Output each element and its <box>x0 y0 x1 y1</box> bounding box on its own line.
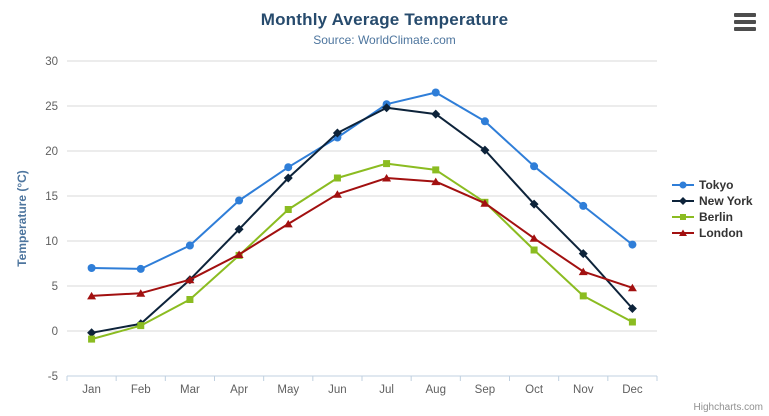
data-point[interactable] <box>284 163 293 172</box>
legend-label: Tokyo <box>699 178 734 192</box>
series-london <box>87 174 637 300</box>
data-point[interactable] <box>579 292 587 300</box>
x-axis-label: Aug <box>426 384 446 396</box>
data-point[interactable] <box>529 199 539 209</box>
data-point[interactable] <box>185 275 195 284</box>
data-point[interactable] <box>628 318 636 326</box>
data-point[interactable] <box>432 166 440 174</box>
hamburger-icon <box>734 13 756 17</box>
data-point[interactable] <box>480 199 490 207</box>
data-point[interactable] <box>579 201 588 210</box>
highcharts-credits-link[interactable]: Highcharts.com <box>693 402 763 413</box>
y-axis-label: 20 <box>45 146 58 158</box>
y-axis-label: 0 <box>52 326 58 338</box>
data-point[interactable] <box>431 88 440 97</box>
data-point[interactable] <box>431 177 441 186</box>
diamond-marker-icon <box>672 197 694 205</box>
y-axis-label: 15 <box>45 191 58 203</box>
series-line <box>90 91 634 270</box>
export-menu-button[interactable] <box>732 12 758 32</box>
data-point[interactable] <box>383 160 391 168</box>
data-point[interactable] <box>431 109 441 119</box>
legend-marker[interactable] <box>679 181 687 189</box>
x-axis-label: Sep <box>475 384 495 396</box>
x-axis-label: Jan <box>82 384 101 396</box>
legend-marker[interactable] <box>679 197 687 205</box>
data-point[interactable] <box>136 289 146 297</box>
x-axis-label: Dec <box>622 384 643 396</box>
y-axis-label: 5 <box>52 281 58 293</box>
data-point[interactable] <box>333 174 341 182</box>
y-axis-label: 10 <box>45 236 58 248</box>
x-axis-label: Mar <box>180 384 200 396</box>
data-point[interactable] <box>578 267 588 276</box>
data-point[interactable] <box>627 304 637 313</box>
series-new-york <box>87 103 637 338</box>
data-point[interactable] <box>530 246 538 254</box>
data-point[interactable] <box>283 173 293 183</box>
x-axis-label: Jul <box>379 384 394 396</box>
circle-marker-icon <box>672 181 694 189</box>
x-axis-label: Nov <box>573 384 594 396</box>
data-point[interactable] <box>382 174 392 182</box>
data-point[interactable] <box>186 296 194 303</box>
legend-label: New York <box>699 194 753 208</box>
data-point[interactable] <box>87 264 96 272</box>
legend-label: London <box>699 226 743 240</box>
square-marker-icon <box>672 214 694 220</box>
data-point[interactable] <box>185 241 194 250</box>
data-point[interactable] <box>234 224 244 234</box>
hamburger-icon <box>734 20 756 24</box>
series-line <box>90 177 634 297</box>
data-point[interactable] <box>87 328 97 338</box>
data-point[interactable] <box>332 128 342 138</box>
triangle-marker-icon <box>672 229 694 237</box>
legend-label: Berlin <box>699 210 734 224</box>
data-point[interactable] <box>530 162 539 171</box>
data-point[interactable] <box>137 322 145 330</box>
data-point[interactable] <box>382 103 392 113</box>
y-axis-title: Temperature (°C) <box>15 170 29 267</box>
data-point[interactable] <box>284 206 292 213</box>
data-point[interactable] <box>88 335 96 343</box>
x-axis-label: Oct <box>525 384 544 396</box>
data-point[interactable] <box>87 291 97 300</box>
legend-item-london[interactable]: London <box>672 225 753 241</box>
x-axis-label: Feb <box>131 384 151 396</box>
data-point[interactable] <box>332 190 342 198</box>
data-point[interactable] <box>480 145 490 155</box>
data-point[interactable] <box>283 219 293 228</box>
legend-item-new-york[interactable]: New York <box>672 193 753 209</box>
x-axis-label: Apr <box>230 384 248 396</box>
legend-marker[interactable] <box>680 214 686 220</box>
hamburger-icon <box>734 27 756 31</box>
chart-title: Monthly Average Temperature <box>260 10 509 29</box>
data-point[interactable] <box>480 117 489 126</box>
y-axis-label: -5 <box>48 371 58 383</box>
legend-item-tokyo[interactable]: Tokyo <box>672 177 753 193</box>
data-point[interactable] <box>529 234 539 242</box>
legend-marker[interactable] <box>679 229 687 237</box>
x-axis-label: May <box>277 384 299 396</box>
data-point[interactable] <box>628 240 637 249</box>
data-point[interactable] <box>235 196 244 205</box>
x-axis-label: Jun <box>328 384 347 396</box>
chart-subtitle: Source: WorldClimate.com <box>313 33 456 47</box>
y-axis-label: 30 <box>45 56 58 68</box>
y-axis-label: 25 <box>45 101 58 113</box>
data-point[interactable] <box>578 249 588 259</box>
data-point[interactable] <box>234 250 244 259</box>
legend: Tokyo New York Berlin London <box>672 177 753 241</box>
series-tokyo <box>87 88 637 273</box>
legend-item-berlin[interactable]: Berlin <box>672 209 753 225</box>
data-point[interactable] <box>136 264 145 273</box>
data-point[interactable] <box>627 283 637 292</box>
series-line <box>90 106 634 334</box>
series-line <box>90 162 634 341</box>
